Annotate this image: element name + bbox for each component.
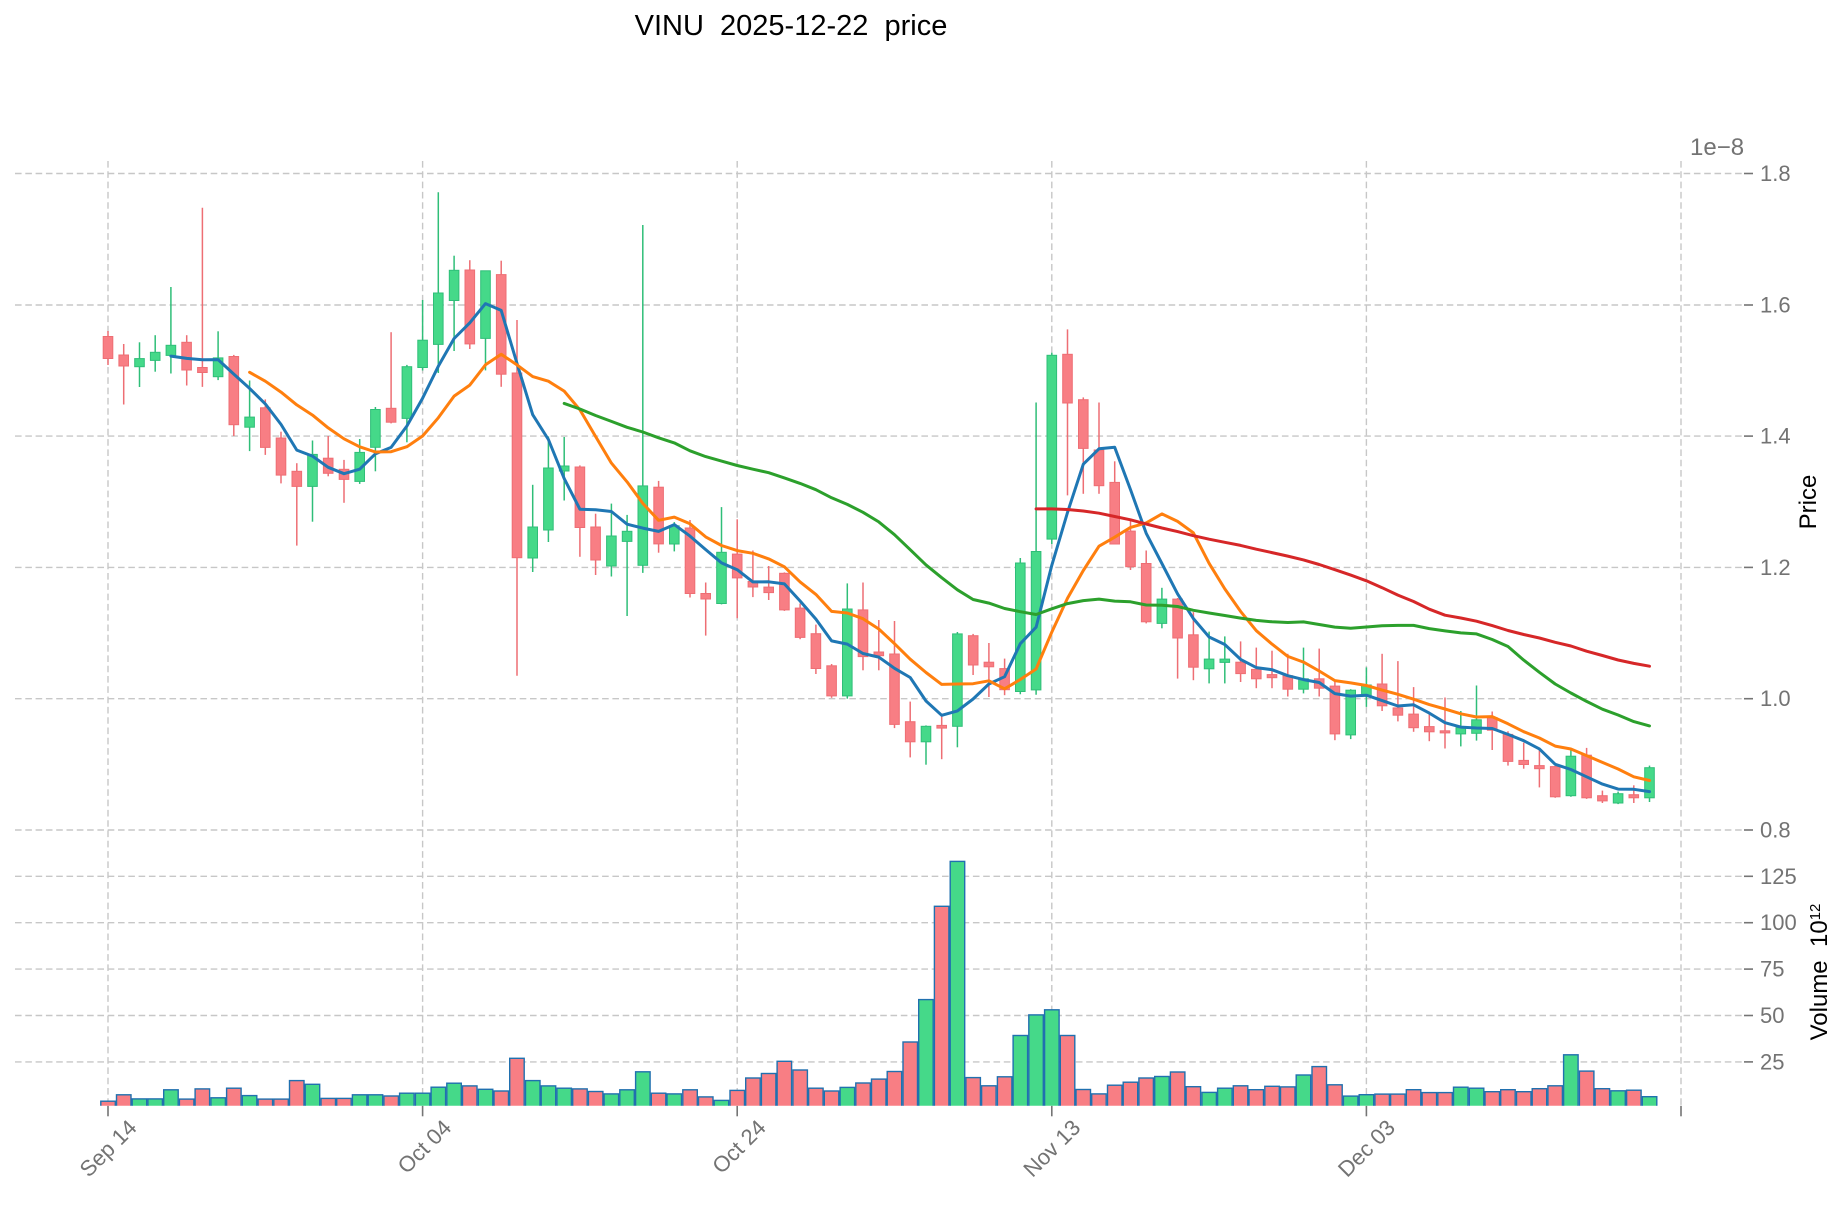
svg-text:1.6: 1.6	[1760, 293, 1791, 318]
svg-text:100: 100	[1760, 910, 1797, 935]
svg-text:VINU 2025-12-22 price: VINU 2025-12-22 price	[635, 10, 948, 42]
svg-text:1.4: 1.4	[1760, 424, 1791, 449]
svg-text:1.8: 1.8	[1760, 161, 1791, 186]
svg-text:0.8: 0.8	[1760, 818, 1791, 843]
svg-text:1.0: 1.0	[1760, 686, 1791, 711]
svg-text:Volume 1012: Volume 1012	[1806, 904, 1833, 1041]
svg-text:1e−8: 1e−8	[1690, 134, 1744, 161]
svg-text:50: 50	[1760, 1003, 1784, 1028]
svg-text:Price: Price	[1795, 475, 1822, 530]
svg-text:75: 75	[1760, 957, 1784, 982]
svg-text:125: 125	[1760, 864, 1797, 889]
svg-text:25: 25	[1760, 1049, 1784, 1074]
svg-text:1.2: 1.2	[1760, 555, 1791, 580]
